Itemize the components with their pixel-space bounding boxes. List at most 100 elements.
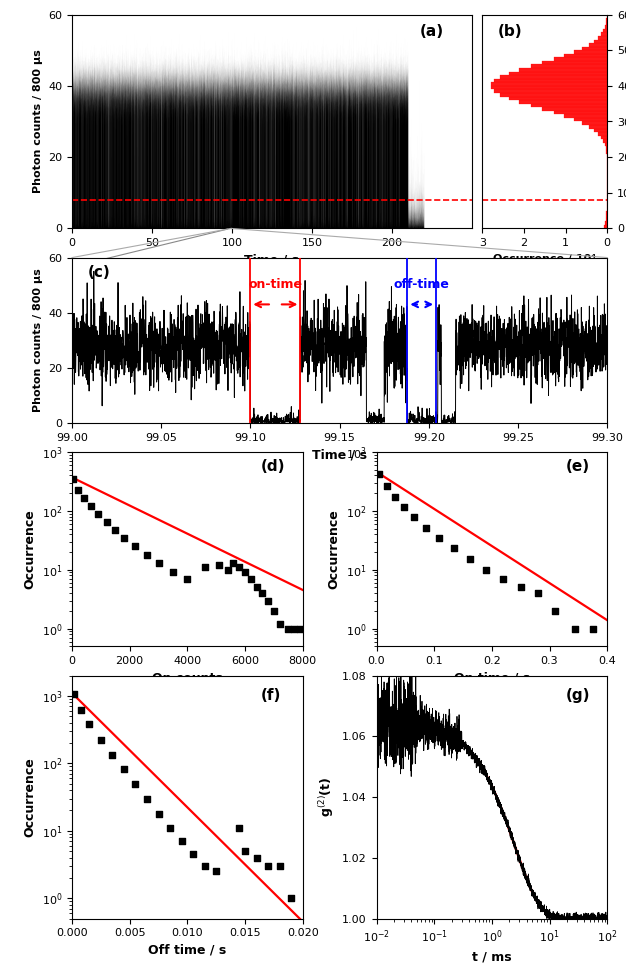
Point bbox=[263, 858, 273, 874]
Point bbox=[211, 863, 221, 879]
X-axis label: Off time / s: Off time / s bbox=[148, 944, 227, 956]
Point bbox=[153, 555, 163, 571]
Bar bbox=[494, 89, 607, 93]
Point bbox=[188, 847, 198, 862]
Point bbox=[284, 621, 294, 637]
Text: on-time: on-time bbox=[249, 278, 302, 291]
Point bbox=[223, 562, 233, 577]
Bar bbox=[605, 222, 607, 225]
Point bbox=[240, 844, 250, 859]
Point bbox=[434, 530, 444, 545]
Point bbox=[234, 820, 244, 836]
Y-axis label: g$^{(2)}$(t): g$^{(2)}$(t) bbox=[317, 777, 337, 817]
Bar bbox=[606, 218, 607, 222]
Point bbox=[73, 482, 83, 498]
Bar bbox=[531, 104, 607, 107]
Point bbox=[399, 499, 409, 514]
Y-axis label: Photon counts / 800 μs: Photon counts / 800 μs bbox=[33, 268, 43, 412]
Bar bbox=[605, 147, 607, 150]
Bar bbox=[594, 128, 607, 132]
Point bbox=[257, 585, 267, 601]
Point bbox=[382, 478, 392, 494]
Bar bbox=[491, 86, 607, 89]
Point bbox=[101, 514, 111, 530]
X-axis label: Occurrence / 10⁴: Occurrence / 10⁴ bbox=[493, 254, 597, 263]
Bar bbox=[606, 214, 607, 218]
Bar bbox=[531, 64, 607, 68]
Point bbox=[182, 572, 192, 587]
Bar bbox=[574, 51, 607, 53]
X-axis label: Time / s: Time / s bbox=[312, 448, 367, 461]
Point bbox=[69, 686, 80, 702]
Point bbox=[374, 467, 384, 482]
Point bbox=[275, 858, 285, 874]
Y-axis label: Occurrence: Occurrence bbox=[23, 509, 36, 589]
Y-axis label: Occurrence: Occurrence bbox=[23, 757, 36, 837]
Bar bbox=[603, 139, 607, 143]
Bar bbox=[574, 118, 607, 122]
Point bbox=[96, 732, 106, 747]
Point bbox=[153, 806, 163, 821]
Point bbox=[275, 616, 285, 632]
Bar bbox=[588, 43, 607, 47]
Point bbox=[465, 552, 475, 568]
Text: (a): (a) bbox=[420, 24, 444, 39]
Bar bbox=[554, 57, 607, 61]
Point bbox=[110, 522, 120, 538]
Point bbox=[130, 776, 140, 791]
Text: (c): (c) bbox=[88, 265, 111, 280]
Text: (e): (e) bbox=[566, 460, 590, 474]
Point bbox=[86, 499, 96, 514]
Point bbox=[390, 489, 400, 504]
Bar bbox=[605, 25, 607, 29]
Point bbox=[68, 471, 78, 487]
Point bbox=[246, 572, 256, 587]
Bar bbox=[606, 150, 607, 154]
Point bbox=[516, 579, 526, 595]
Point bbox=[76, 702, 86, 717]
Point bbox=[498, 572, 508, 587]
Bar bbox=[594, 40, 607, 43]
Bar bbox=[519, 68, 607, 72]
Point bbox=[85, 716, 95, 732]
Bar bbox=[598, 36, 607, 40]
Bar bbox=[604, 225, 607, 228]
X-axis label: On counts: On counts bbox=[152, 672, 223, 684]
Point bbox=[240, 565, 250, 580]
Point bbox=[269, 604, 279, 619]
Point bbox=[165, 820, 175, 836]
Point bbox=[228, 555, 239, 571]
Bar bbox=[565, 53, 607, 57]
Point bbox=[200, 858, 210, 874]
Bar bbox=[542, 107, 607, 111]
Point bbox=[409, 509, 419, 525]
Y-axis label: Occurrence: Occurrence bbox=[327, 509, 341, 589]
Point bbox=[449, 540, 459, 556]
X-axis label: On time / s: On time / s bbox=[454, 672, 530, 684]
Bar bbox=[582, 122, 607, 125]
Point bbox=[177, 833, 187, 849]
X-axis label: Time / s: Time / s bbox=[244, 254, 299, 266]
Bar bbox=[500, 93, 607, 96]
Point bbox=[142, 791, 152, 807]
Point bbox=[289, 621, 299, 637]
Point bbox=[234, 560, 244, 575]
Point bbox=[550, 604, 560, 619]
Bar bbox=[598, 132, 607, 136]
Bar bbox=[509, 72, 607, 75]
Point bbox=[533, 585, 543, 601]
Point bbox=[263, 593, 273, 608]
Bar bbox=[542, 61, 607, 64]
Point bbox=[142, 547, 152, 563]
Bar bbox=[582, 47, 607, 51]
Bar bbox=[494, 79, 607, 83]
Text: (b): (b) bbox=[497, 24, 522, 39]
Text: off-time: off-time bbox=[394, 278, 449, 291]
Point bbox=[295, 621, 305, 637]
Point bbox=[93, 506, 103, 522]
Point bbox=[481, 562, 491, 577]
Bar bbox=[500, 75, 607, 79]
X-axis label: t / ms: t / ms bbox=[472, 951, 511, 963]
Text: (g): (g) bbox=[566, 688, 590, 703]
Bar bbox=[509, 96, 607, 100]
